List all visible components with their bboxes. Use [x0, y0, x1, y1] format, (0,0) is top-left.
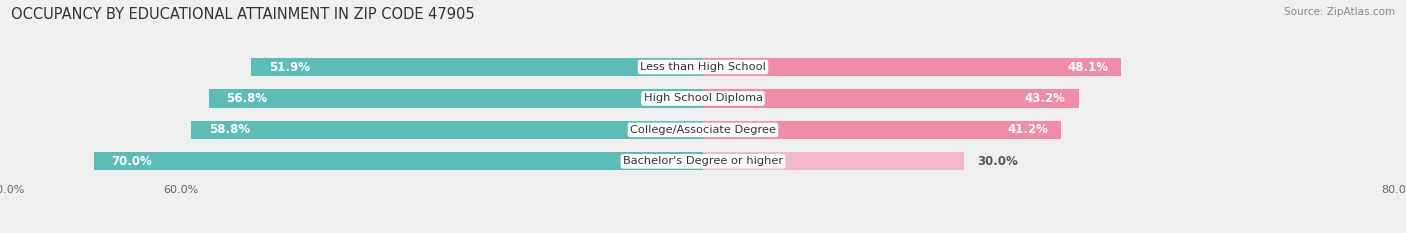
Bar — [7, 147, 1399, 175]
Bar — [209, 89, 703, 108]
Bar — [7, 84, 1399, 113]
Bar — [703, 58, 1122, 76]
Bar — [7, 53, 1399, 81]
Bar — [7, 116, 1399, 144]
Text: Less than High School: Less than High School — [640, 62, 766, 72]
Text: Source: ZipAtlas.com: Source: ZipAtlas.com — [1284, 7, 1395, 17]
Text: 41.2%: 41.2% — [1008, 123, 1049, 136]
Text: 43.2%: 43.2% — [1025, 92, 1066, 105]
Bar — [7, 53, 1399, 81]
Text: 70.0%: 70.0% — [111, 155, 152, 168]
Text: OCCUPANCY BY EDUCATIONAL ATTAINMENT IN ZIP CODE 47905: OCCUPANCY BY EDUCATIONAL ATTAINMENT IN Z… — [11, 7, 475, 22]
Text: 51.9%: 51.9% — [269, 61, 309, 74]
Text: College/Associate Degree: College/Associate Degree — [630, 125, 776, 135]
Bar — [7, 84, 1399, 113]
Bar — [191, 121, 703, 139]
Bar — [94, 152, 703, 170]
Bar — [703, 152, 965, 170]
Text: 30.0%: 30.0% — [977, 155, 1018, 168]
Text: 56.8%: 56.8% — [226, 92, 267, 105]
Bar — [703, 89, 1078, 108]
Text: Bachelor's Degree or higher: Bachelor's Degree or higher — [623, 156, 783, 166]
Text: 58.8%: 58.8% — [209, 123, 250, 136]
Bar — [7, 116, 1399, 144]
Bar — [703, 121, 1062, 139]
Text: 48.1%: 48.1% — [1067, 61, 1108, 74]
Bar — [252, 58, 703, 76]
Bar — [7, 147, 1399, 175]
Text: High School Diploma: High School Diploma — [644, 93, 762, 103]
